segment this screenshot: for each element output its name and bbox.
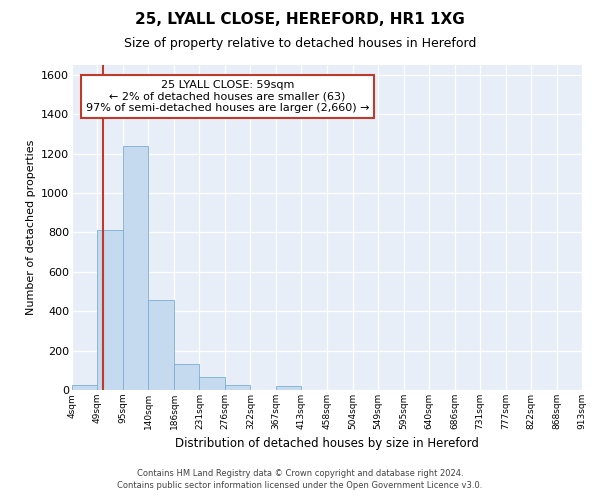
Bar [174, 364, 199, 390]
Y-axis label: Number of detached properties: Number of detached properties [26, 140, 35, 315]
Bar [275, 386, 301, 390]
Text: Size of property relative to detached houses in Hereford: Size of property relative to detached ho… [124, 38, 476, 51]
Bar [224, 385, 250, 390]
Bar [97, 230, 123, 390]
Text: 25 LYALL CLOSE: 59sqm
← 2% of detached houses are smaller (63)
97% of semi-detac: 25 LYALL CLOSE: 59sqm ← 2% of detached h… [86, 80, 369, 113]
Text: Contains HM Land Registry data © Crown copyright and database right 2024.
Contai: Contains HM Land Registry data © Crown c… [118, 469, 482, 490]
Bar [72, 385, 97, 390]
Bar [199, 377, 224, 390]
Bar [123, 146, 148, 390]
X-axis label: Distribution of detached houses by size in Hereford: Distribution of detached houses by size … [175, 438, 479, 450]
Text: 25, LYALL CLOSE, HEREFORD, HR1 1XG: 25, LYALL CLOSE, HEREFORD, HR1 1XG [135, 12, 465, 28]
Bar [148, 300, 174, 390]
